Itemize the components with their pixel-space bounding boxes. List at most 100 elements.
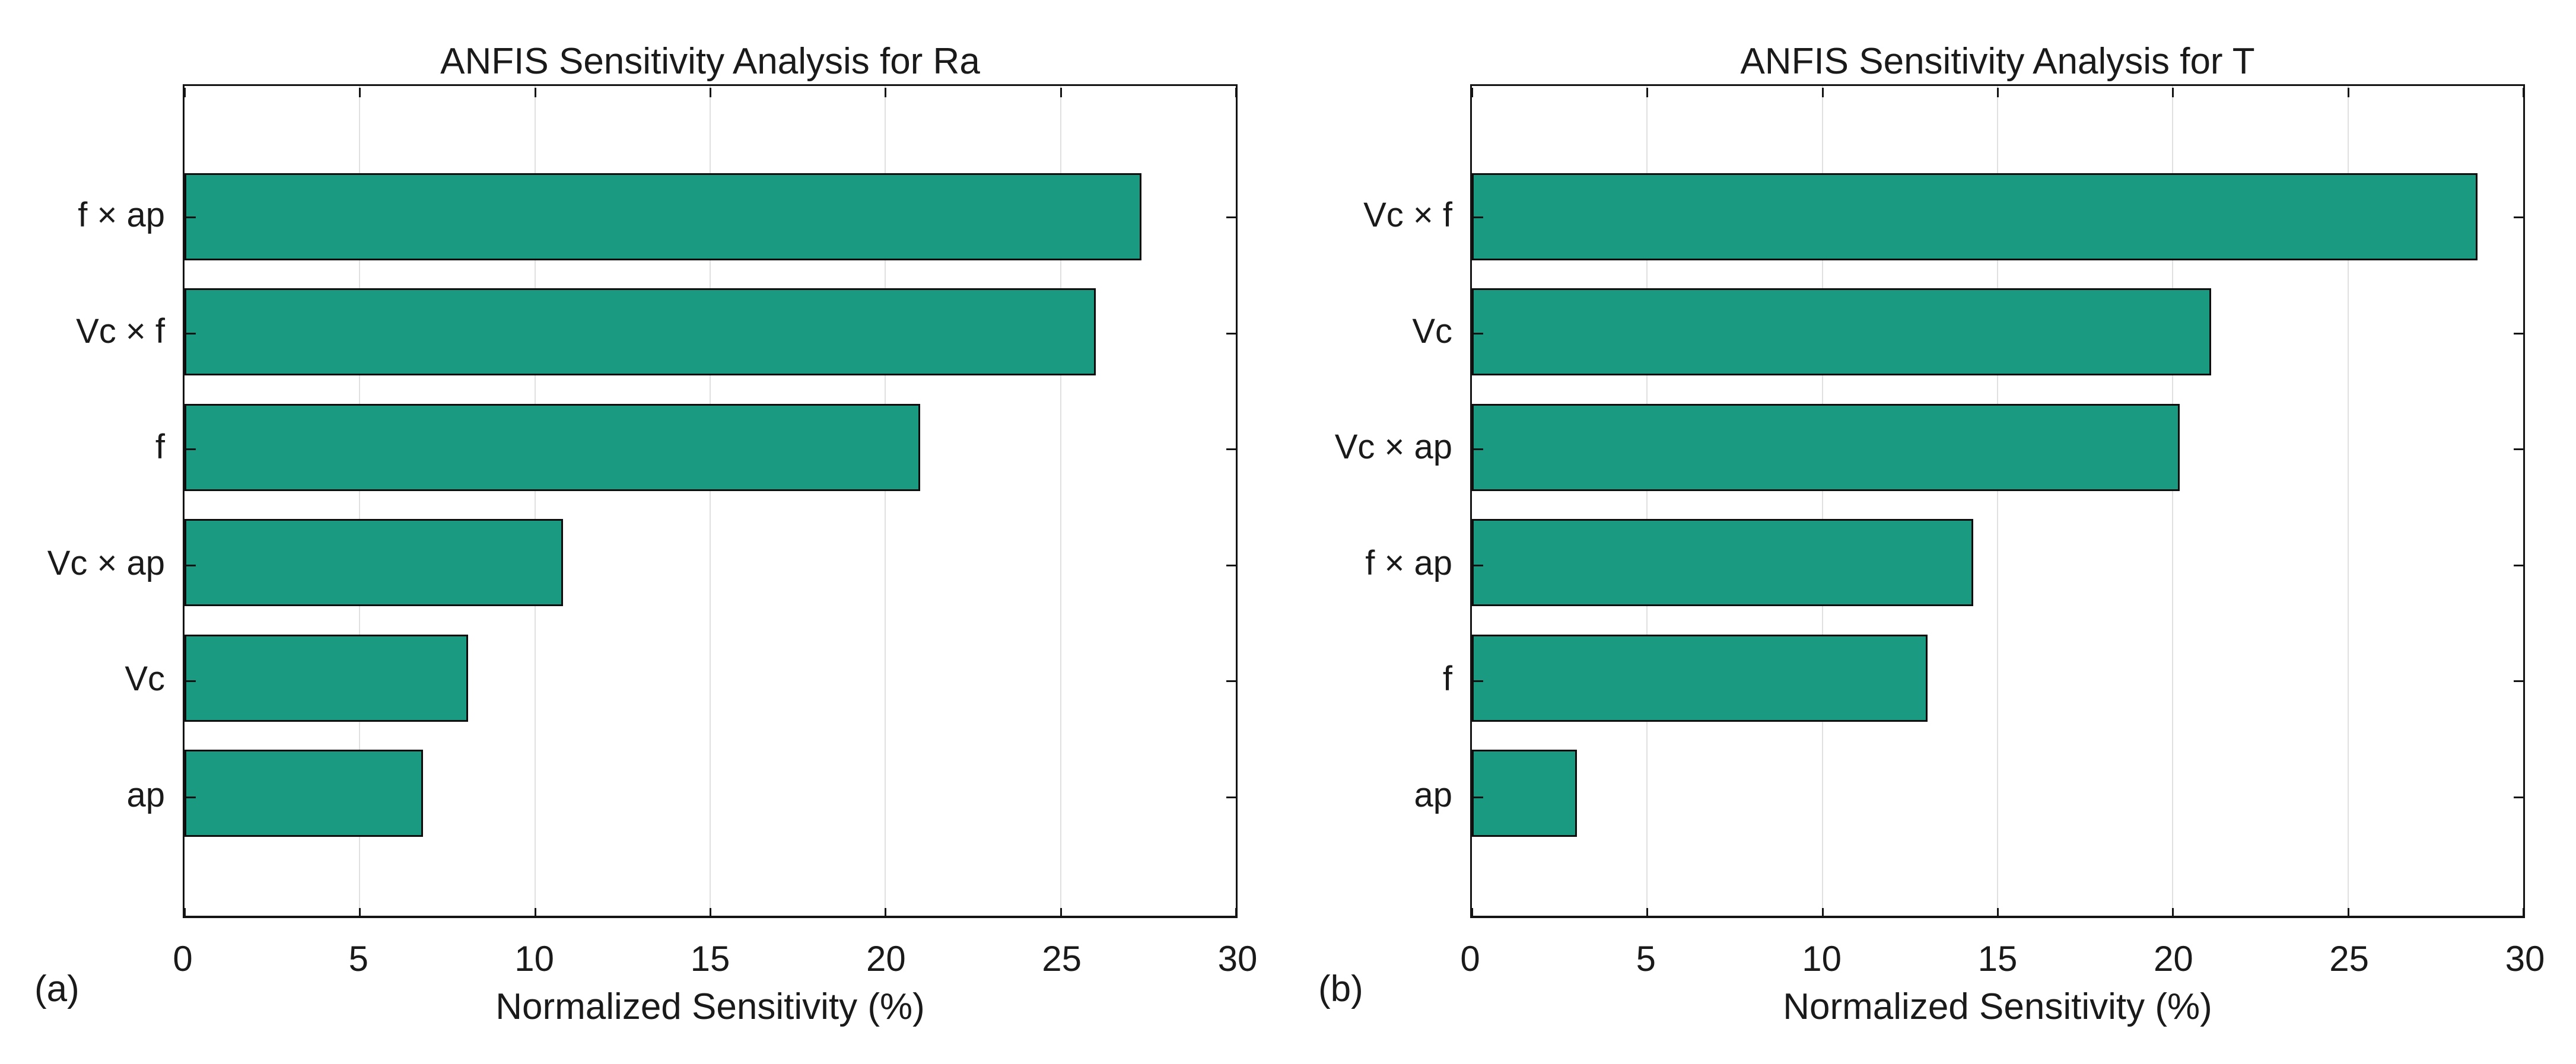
x-tick-bottom-15: [710, 908, 711, 916]
x-tick-top-25: [2347, 88, 2349, 97]
y-tick-label-t-5: ap: [1414, 775, 1452, 814]
y-tick-label-ra-3: Vc × ap: [47, 543, 165, 582]
x-tick-top-10: [1821, 88, 1824, 97]
gridline-x-25: [2347, 86, 2349, 916]
x-tick-bottom-0: [1472, 908, 1473, 916]
x-tick-label-0: 0: [1460, 939, 1480, 979]
y-tick-label-t-4: f: [1442, 660, 1452, 699]
bar-ra-0: [185, 173, 1141, 260]
x-tick-top-5: [1646, 88, 1649, 97]
x-tick-bottom-20: [2172, 908, 2174, 916]
plot-area-ra: [183, 84, 1238, 918]
x-tick-bottom-20: [885, 908, 887, 916]
x-tick-label-0: 0: [173, 939, 193, 979]
x-tick-bottom-5: [359, 908, 361, 916]
bar-t-0: [1472, 173, 2478, 260]
bar-t-3: [1472, 519, 1973, 607]
bar-ra-4: [185, 634, 469, 722]
gridline-x-5: [1646, 86, 1648, 916]
y-tick-right-0: [1226, 216, 1236, 219]
y-tick-right-1: [1226, 332, 1236, 335]
y-tick-label-t-2: Vc × ap: [1334, 428, 1452, 467]
bar-t-4: [1472, 634, 1928, 722]
y-tick-left-3: [1474, 564, 1483, 566]
y-tick-right-3: [2514, 564, 2523, 566]
x-tick-top-20: [2172, 88, 2174, 97]
y-tick-right-0: [2514, 216, 2523, 219]
x-tick-top-15: [710, 88, 711, 97]
y-tick-right-4: [1226, 680, 1236, 683]
y-tick-left-5: [186, 796, 196, 798]
y-tick-left-0: [1474, 216, 1483, 219]
x-tick-label-5: 5: [348, 939, 369, 979]
gridline-x-10: [1821, 86, 1823, 916]
chart-title-t: ANFIS Sensitivity Analysis for T: [1740, 41, 2255, 82]
gridline-x-15: [1997, 86, 1998, 916]
x-tick-label-20: 20: [866, 939, 906, 979]
gridline-x-25: [1060, 86, 1061, 916]
y-tick-right-5: [1226, 796, 1236, 798]
y-tick-left-1: [1474, 332, 1483, 335]
x-tick-top-0: [1472, 88, 1473, 97]
y-tick-left-4: [1474, 680, 1483, 683]
panel-label-b: (b): [1318, 969, 1363, 1009]
x-tick-top-20: [885, 88, 887, 97]
x-tick-top-25: [1060, 88, 1062, 97]
y-tick-left-2: [1474, 448, 1483, 451]
x-axis-label-t: Normalized Sensitivity (%): [1783, 986, 2212, 1027]
gridline-x-10: [534, 86, 536, 916]
y-tick-label-ra-2: f: [155, 428, 165, 467]
y-tick-right-1: [2514, 332, 2523, 335]
y-tick-left-3: [186, 564, 196, 566]
y-tick-right-4: [2514, 680, 2523, 683]
y-tick-right-3: [1226, 564, 1236, 566]
bar-ra-5: [185, 750, 423, 837]
gridline-x-20: [885, 86, 886, 916]
chart-title-ra: ANFIS Sensitivity Analysis for Ra: [440, 41, 980, 82]
y-tick-left-5: [1474, 796, 1483, 798]
bar-ra-3: [185, 519, 563, 607]
x-tick-label-15: 15: [690, 939, 730, 979]
x-tick-bottom-25: [1060, 908, 1062, 916]
bar-t-1: [1472, 288, 2212, 376]
bar-ra-2: [185, 403, 921, 491]
y-tick-right-2: [1226, 448, 1236, 451]
x-tick-label-25: 25: [2329, 939, 2370, 979]
x-tick-top-0: [185, 88, 186, 97]
x-tick-label-25: 25: [1042, 939, 1082, 979]
x-axis-label-ra: Normalized Sensitivity (%): [495, 986, 925, 1027]
y-tick-label-ra-0: f × ap: [78, 196, 165, 235]
x-tick-label-30: 30: [1217, 939, 1258, 979]
y-tick-label-ra-5: ap: [126, 775, 165, 814]
x-tick-label-5: 5: [1636, 939, 1656, 979]
bar-t-5: [1472, 750, 1578, 837]
x-tick-label-15: 15: [1977, 939, 2018, 979]
gridline-x-5: [359, 86, 361, 916]
x-tick-top-30: [2523, 88, 2524, 97]
y-tick-right-2: [2514, 448, 2523, 451]
bar-ra-1: [185, 288, 1096, 376]
x-tick-label-10: 10: [514, 939, 555, 979]
y-tick-label-t-0: Vc × f: [1363, 196, 1452, 235]
x-tick-bottom-30: [2523, 908, 2524, 918]
x-tick-bottom-25: [2347, 908, 2349, 916]
plot-area-t: [1470, 84, 2525, 918]
y-tick-label-ra-4: Vc: [125, 660, 165, 699]
x-tick-top-15: [1997, 88, 1999, 97]
x-tick-bottom-5: [1646, 908, 1649, 916]
x-tick-label-20: 20: [2153, 939, 2193, 979]
gridline-x-15: [710, 86, 711, 916]
y-tick-left-2: [186, 448, 196, 451]
x-tick-top-5: [359, 88, 361, 97]
y-tick-left-1: [186, 332, 196, 335]
x-tick-bottom-30: [1235, 908, 1236, 916]
bar-t-2: [1472, 403, 2180, 491]
x-tick-bottom-0: [185, 908, 186, 916]
y-tick-right-5: [2514, 796, 2523, 798]
y-tick-left-4: [186, 680, 196, 683]
x-tick-bottom-15: [1997, 908, 1999, 916]
x-tick-label-30: 30: [2505, 939, 2545, 979]
